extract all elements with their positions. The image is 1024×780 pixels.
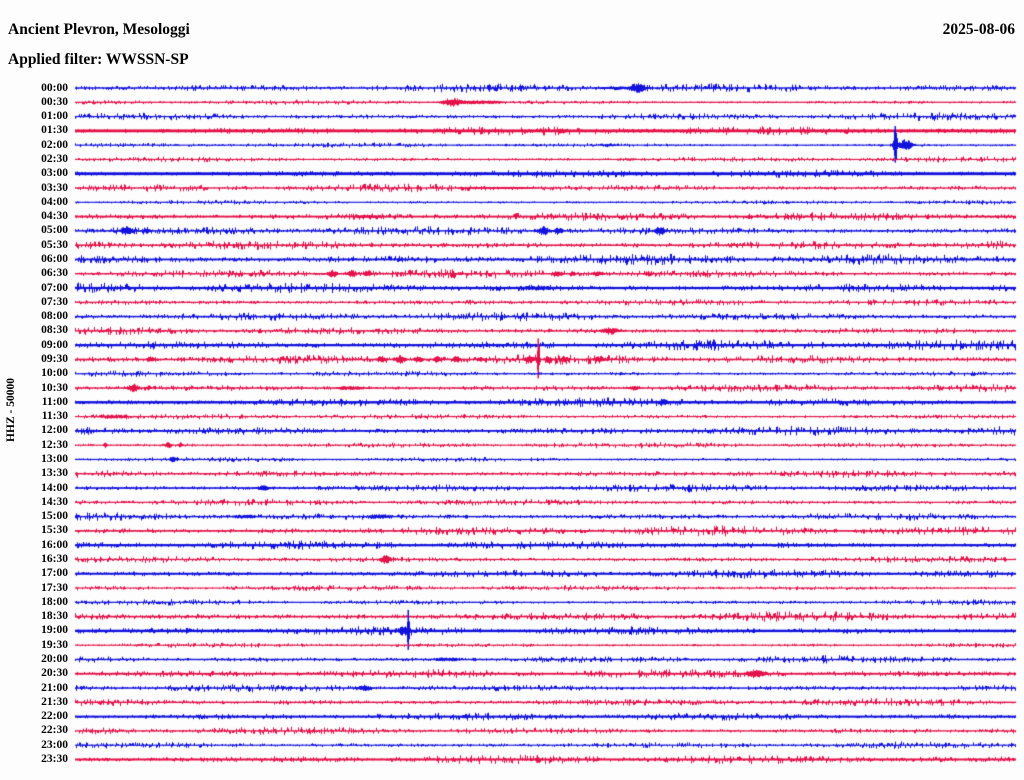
row-time-label: 01:00: [41, 110, 68, 123]
row-time-label: 23:00: [41, 738, 68, 751]
row-time-label: 08:30: [41, 324, 68, 337]
row-time-label: 21:30: [41, 695, 68, 708]
row-time-label: 08:00: [41, 310, 68, 323]
row-time-label: 02:30: [41, 152, 68, 165]
row-time-label: 16:00: [41, 538, 68, 551]
row-time-label: 15:00: [41, 510, 68, 523]
row-time-label: 14:00: [41, 481, 68, 494]
row-time-label: 10:00: [41, 367, 68, 380]
applied-filter-label: Applied filter: WWSSN-SP: [8, 51, 189, 68]
station-title: Ancient Plevron, Mesologgi: [8, 21, 190, 38]
row-time-label: 19:30: [41, 638, 68, 651]
row-time-label: 06:30: [41, 267, 68, 280]
row-time-label: 00:00: [41, 81, 68, 94]
row-time-label: 18:30: [41, 610, 68, 623]
row-time-label: 03:30: [41, 181, 68, 194]
row-time-label: 11:30: [41, 410, 68, 423]
row-time-label: 00:30: [41, 95, 68, 108]
plot-date: 2025-08-06: [942, 21, 1015, 38]
row-time-label: 06:00: [41, 252, 68, 265]
row-time-label: 22:30: [41, 724, 68, 737]
row-time-label: 09:00: [41, 338, 68, 351]
row-time-label: 02:00: [41, 138, 68, 151]
row-time-label: 18:00: [41, 595, 68, 608]
row-time-label: 17:00: [41, 567, 68, 580]
row-time-label: 03:00: [41, 167, 68, 180]
row-time-label: 11:00: [41, 395, 68, 408]
row-time-label: 13:00: [41, 452, 68, 465]
row-time-label: 22:00: [41, 710, 68, 723]
row-time-label: 20:00: [41, 652, 68, 665]
row-time-label: 20:30: [41, 667, 68, 680]
row-time-label: 23:30: [41, 752, 68, 765]
row-time-label: 04:30: [41, 210, 68, 223]
row-time-label: 19:00: [41, 624, 68, 637]
row-time-label: 15:30: [41, 524, 68, 537]
row-time-label: 16:30: [41, 552, 68, 565]
row-time-label: 21:00: [41, 681, 68, 694]
row-time-label: 07:30: [41, 295, 68, 308]
row-time-label: 12:30: [41, 438, 68, 451]
row-time-label: 10:30: [41, 381, 68, 394]
row-time-label: 12:00: [41, 424, 68, 437]
row-time-label: 13:30: [41, 467, 68, 480]
row-time-label: 17:30: [41, 581, 68, 594]
row-time-label: 09:30: [41, 352, 68, 365]
row-time-label: 14:30: [41, 495, 68, 508]
row-time-label: 07:00: [41, 281, 68, 294]
row-time-label: 05:00: [41, 224, 68, 237]
row-time-label: 04:00: [41, 195, 68, 208]
row-time-label: 05:30: [41, 238, 68, 251]
row-time-label: 01:30: [41, 124, 68, 137]
